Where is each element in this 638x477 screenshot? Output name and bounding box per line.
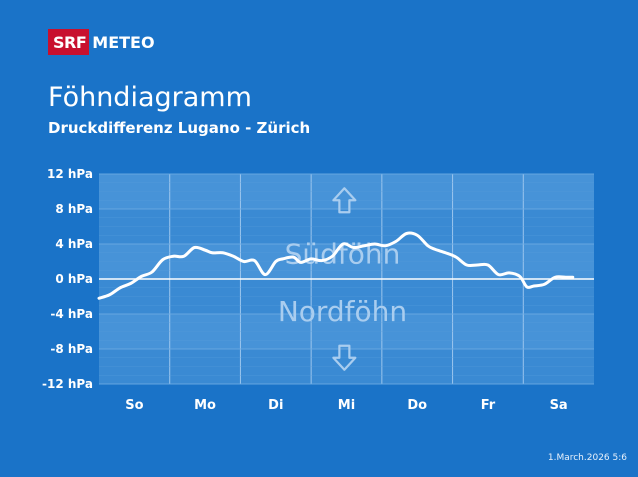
zone-label-south: Südföhn [285, 237, 401, 270]
y-tick-label: 12 hPa [47, 167, 93, 181]
y-tick-label: -8 hPa [50, 342, 93, 356]
zone-label-north: Nordföhn [278, 295, 407, 328]
srf-meteo-logo: SRF METEO [48, 29, 155, 55]
pressure-difference-line [97, 231, 575, 300]
y-tick-label: -4 hPa [50, 307, 93, 321]
x-tick-label: Mi [338, 398, 355, 413]
x-tick-label: Mo [194, 398, 216, 413]
chart-title: Föhndiagramm [48, 82, 252, 113]
meteo-logo-text: METEO [92, 32, 155, 52]
up-arrow-icon [332, 187, 357, 214]
x-tick-label: Sa [550, 398, 568, 413]
x-tick-label: So [125, 398, 143, 413]
srf-logo-mark: SRF [48, 29, 90, 55]
y-tick-label: 8 hPa [55, 202, 93, 216]
chart-subtitle: Druckdifferenz Lugano - Zürich [48, 119, 311, 137]
down-arrow-icon [332, 344, 357, 371]
y-tick-label: 4 hPa [55, 237, 93, 251]
y-tick-label: 0 hPa [55, 272, 93, 286]
x-axis-ticks: So Mo Di Mi Do Fr Sa [125, 398, 568, 413]
timestamp: 1.March.2026 5:6 [547, 453, 627, 463]
x-tick-label: Do [407, 398, 427, 413]
y-tick-label: -12 hPa [42, 377, 93, 391]
y-axis-ticks: 12 hPa 8 hPa 4 hPa 0 hPa -4 hPa -8 hPa -12 hPa [42, 167, 93, 391]
x-tick-label: Di [268, 398, 283, 413]
x-tick-label: Fr [481, 398, 496, 413]
